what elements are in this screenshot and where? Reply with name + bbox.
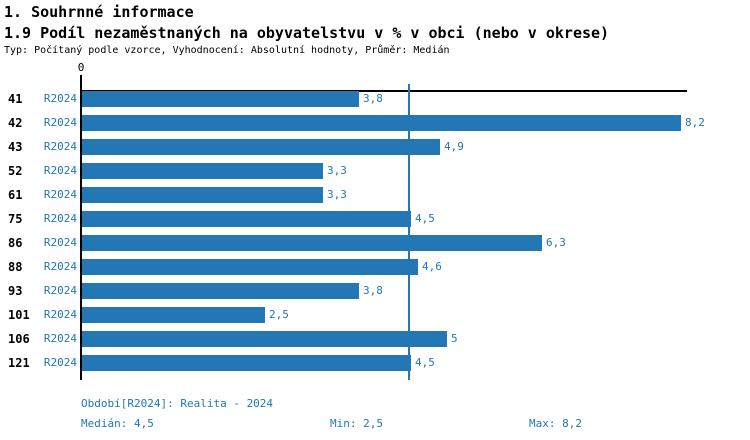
min-stat-label: Min: 2,5 bbox=[330, 417, 383, 430]
bar bbox=[82, 283, 359, 299]
bar bbox=[82, 235, 542, 251]
row-category-label: 61 bbox=[8, 188, 23, 202]
bar-value-label: 4,5 bbox=[415, 356, 435, 369]
row-series-label: R2024 bbox=[43, 236, 77, 249]
bar-value-label: 4,5 bbox=[415, 212, 435, 225]
x-axis-tick-label-zero: 0 bbox=[77, 61, 85, 74]
row-series-label: R2024 bbox=[43, 284, 77, 297]
row-category-label: 93 bbox=[8, 284, 23, 298]
bar bbox=[82, 115, 681, 131]
bar-value-label: 3,3 bbox=[327, 188, 347, 201]
row-series-label: R2024 bbox=[43, 212, 77, 225]
row-category-label: 75 bbox=[8, 212, 23, 226]
section-title: 1. Souhrnné informace bbox=[4, 3, 194, 21]
x-axis-top-line bbox=[81, 90, 687, 92]
bar bbox=[82, 139, 440, 155]
bar-value-label: 2,5 bbox=[269, 308, 289, 321]
bar-value-label: 4,9 bbox=[444, 140, 464, 153]
median-stat-label: Medián: 4,5 bbox=[81, 417, 154, 430]
period-label: Období[R2024]: Realita - 2024 bbox=[81, 397, 274, 410]
bar-value-label: 4,6 bbox=[422, 260, 442, 273]
bar bbox=[82, 331, 447, 347]
bar bbox=[82, 355, 411, 371]
bar-value-label: 6,3 bbox=[546, 236, 566, 249]
max-stat-label: Max: 8,2 bbox=[529, 417, 582, 430]
row-series-label: R2024 bbox=[43, 116, 77, 129]
row-category-label: 43 bbox=[8, 140, 23, 154]
row-series-label: R2024 bbox=[43, 260, 77, 273]
bar-value-label: 3,8 bbox=[363, 284, 383, 297]
y-axis-line bbox=[80, 75, 82, 380]
bar bbox=[82, 259, 418, 275]
row-series-label: R2024 bbox=[43, 308, 77, 321]
row-series-label: R2024 bbox=[43, 332, 77, 345]
row-category-label: 52 bbox=[8, 164, 23, 178]
bar-value-label: 3,3 bbox=[327, 164, 347, 177]
row-series-label: R2024 bbox=[43, 164, 77, 177]
row-category-label: 106 bbox=[8, 332, 30, 346]
row-series-label: R2024 bbox=[43, 356, 77, 369]
bar bbox=[82, 163, 323, 179]
row-category-label: 88 bbox=[8, 260, 23, 274]
median-reference-line bbox=[408, 84, 410, 380]
bar-value-label: 5 bbox=[451, 332, 458, 345]
row-category-label: 42 bbox=[8, 116, 23, 130]
bar bbox=[82, 91, 359, 107]
chart-title: 1.9 Podíl nezaměstnaných na obyvatelstvu… bbox=[4, 24, 610, 42]
bar-value-label: 8,2 bbox=[685, 116, 705, 129]
row-category-label: 101 bbox=[8, 308, 30, 322]
row-series-label: R2024 bbox=[43, 92, 77, 105]
row-category-label: 41 bbox=[8, 92, 23, 106]
row-series-label: R2024 bbox=[43, 140, 77, 153]
bar bbox=[82, 187, 323, 203]
row-category-label: 121 bbox=[8, 356, 30, 370]
bar bbox=[82, 211, 411, 227]
row-series-label: R2024 bbox=[43, 188, 77, 201]
row-category-label: 86 bbox=[8, 236, 23, 250]
bar bbox=[82, 307, 265, 323]
chart-meta-info: Typ: Počítaný podle vzorce, Vyhodnocení:… bbox=[4, 45, 450, 56]
bar-value-label: 3,8 bbox=[363, 92, 383, 105]
